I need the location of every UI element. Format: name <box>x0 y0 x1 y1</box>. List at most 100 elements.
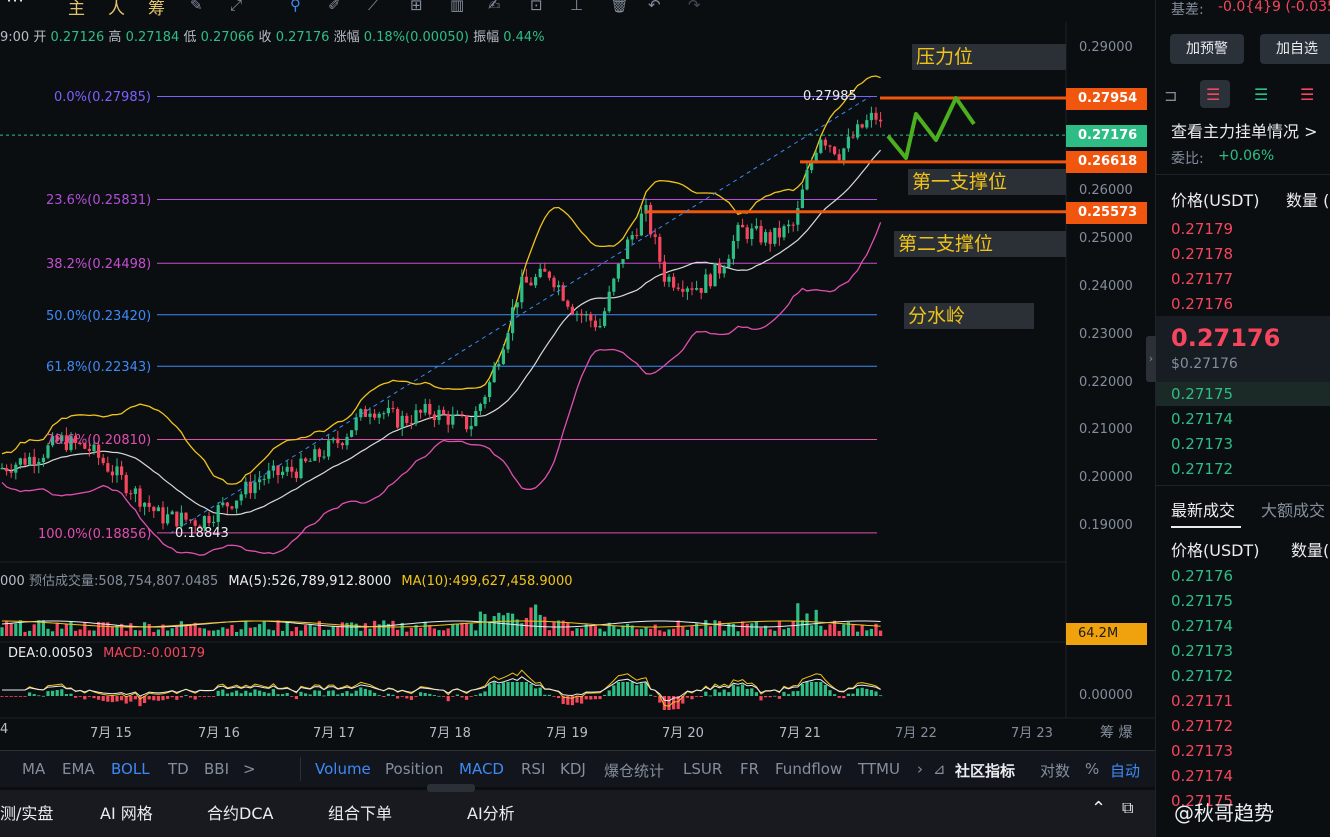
chip-icon[interactable]: 筹 爆 <box>1100 725 1133 741</box>
tab-combo[interactable]: 组合下单 <box>328 804 393 823</box>
macd-bar <box>230 692 234 696</box>
macd-bar <box>782 691 786 696</box>
candle-body <box>138 488 142 507</box>
book-asks-icon[interactable]: ☰ <box>1300 85 1315 104</box>
redo-icon[interactable]: ↷ <box>688 0 701 14</box>
more-icon[interactable]: ⋯ <box>6 0 24 11</box>
add-alert-button[interactable]: 加预警 <box>1170 34 1244 64</box>
toolbar-chip-icon[interactable]: 筹 <box>148 0 165 19</box>
ind-community[interactable]: 社区指标 <box>955 762 1016 780</box>
undo-icon[interactable]: ↶ <box>648 0 661 14</box>
macd-bar <box>184 695 188 696</box>
ask-row[interactable]: 0.27178 <box>1171 245 1234 263</box>
ind-volume[interactable]: Volume <box>315 760 371 778</box>
edit-icon[interactable]: ⊡ <box>530 0 543 14</box>
candle-body <box>400 415 404 428</box>
fullscreen-icon[interactable]: ⧉ <box>1122 798 1134 817</box>
bid-row[interactable]: 0.27172 <box>1171 460 1234 478</box>
bid-row[interactable]: 0.27173 <box>1171 435 1234 453</box>
macd-bar <box>432 695 436 696</box>
ind-more[interactable]: › <box>917 760 923 778</box>
candle-body <box>842 148 846 161</box>
big-trades-tab[interactable]: 大额成交 <box>1261 501 1326 520</box>
ind-ma[interactable]: MA <box>22 760 46 778</box>
macd-bar <box>97 696 101 700</box>
volume-bar <box>644 627 648 636</box>
volume-bar <box>198 627 202 636</box>
book-mode-both[interactable] <box>1200 80 1230 108</box>
macd-bar <box>14 696 18 697</box>
add-watchlist-button[interactable]: 加自选 <box>1260 34 1330 64</box>
trades-tab[interactable]: 最新成交 <box>1171 501 1236 520</box>
delete-icon[interactable]: 🗑 <box>610 0 630 14</box>
ind-bbi[interactable]: BBI <box>204 760 230 778</box>
macd-bar <box>667 696 671 710</box>
volume-bar <box>446 628 450 636</box>
ind-ttmu[interactable]: TTMU <box>858 760 900 778</box>
pencil-icon[interactable]: ✎ <box>190 0 203 14</box>
ind-rsi[interactable]: RSI <box>521 760 546 778</box>
ask-row[interactable]: 0.27177 <box>1171 270 1234 288</box>
ind-position[interactable]: Position <box>385 760 444 778</box>
ind-log[interactable]: 对数 <box>1040 762 1071 780</box>
macd-bar <box>239 693 243 696</box>
ind-lsur[interactable]: LSUR <box>683 760 723 778</box>
resize-handle[interactable] <box>427 784 475 792</box>
macd-bar <box>281 694 285 696</box>
volume-bar <box>166 630 170 636</box>
macd-bar <box>469 696 473 697</box>
ind-percent[interactable]: % <box>1085 760 1100 778</box>
main-orders-link[interactable]: 查看主力挂单情况 > <box>1171 122 1318 141</box>
macd-bar <box>28 692 32 696</box>
collapse-handle[interactable]: › <box>1146 336 1156 382</box>
volume-bar <box>469 623 473 636</box>
volume-bar <box>460 622 464 636</box>
bid-row[interactable]: 0.27175 <box>1171 385 1234 403</box>
bid-row[interactable]: 0.27174 <box>1171 410 1234 428</box>
arrow-icon[interactable]: ⤢ <box>230 0 243 14</box>
ind-fr[interactable]: FR <box>740 760 760 778</box>
bars-icon[interactable]: ▥ <box>450 0 465 14</box>
ind-macd[interactable]: MACD <box>459 760 504 778</box>
volume-bar <box>345 622 349 636</box>
pen-icon[interactable]: ✐ <box>328 0 341 14</box>
ind-ema[interactable]: EMA <box>62 760 95 778</box>
book-bids-icon[interactable]: ☰ <box>1254 85 1269 104</box>
volume-bar <box>51 631 55 636</box>
ind-kdj[interactable]: KDJ <box>560 760 586 778</box>
toolbar-person-icon[interactable]: 人 <box>108 0 125 19</box>
price-tick-label: 0.24000 <box>1079 279 1133 294</box>
tab-ai-analysis[interactable]: AI分析 <box>467 804 515 823</box>
tab-ai-grid[interactable]: AI 网格 <box>100 804 153 823</box>
ind-edit-icon[interactable]: ⊿ <box>933 760 946 778</box>
ind-fundflow[interactable]: Fundflow <box>775 760 843 778</box>
candle-body <box>216 505 220 522</box>
tab-backtest[interactable]: 测/实盘 <box>0 804 54 823</box>
candle-body <box>276 465 280 476</box>
doc-icon[interactable]: ✍ <box>488 0 501 14</box>
ind-td[interactable]: TD <box>168 760 189 778</box>
volume-info: 000 预估成交量:508,754,807.0485 MA(5):526,789… <box>0 570 573 589</box>
candle-body <box>506 333 510 350</box>
fib-icon[interactable]: ⚲ <box>290 0 301 14</box>
ind-boll[interactable]: BOLL <box>111 760 150 778</box>
chevron-up-icon[interactable]: ⌃ <box>1091 798 1107 819</box>
layout-icon[interactable]: ⊐ <box>1164 86 1178 105</box>
toolbar-main-icon[interactable]: 主 <box>68 0 85 19</box>
macd-bar <box>396 696 400 699</box>
macd-bar <box>524 682 528 696</box>
price-chart[interactable] <box>0 0 1155 720</box>
ask-row[interactable]: 0.27176 <box>1171 295 1234 313</box>
volume-bar <box>722 630 726 636</box>
measure-icon[interactable]: ⊞ <box>410 0 423 14</box>
ask-row[interactable]: 0.27179 <box>1171 220 1234 238</box>
tab-dca[interactable]: 合约DCA <box>207 804 274 823</box>
line-icon[interactable]: ⊥ <box>570 0 584 14</box>
ind-auto[interactable]: 自动 <box>1110 762 1141 780</box>
candle-body <box>626 239 630 260</box>
date-label: 4 <box>0 722 9 737</box>
ruler-icon[interactable]: ⟋ <box>368 0 379 14</box>
ind-liq[interactable]: 爆仓统计 <box>604 762 665 780</box>
ind-left-more[interactable]: > <box>243 760 256 778</box>
volume-bar <box>736 631 740 636</box>
